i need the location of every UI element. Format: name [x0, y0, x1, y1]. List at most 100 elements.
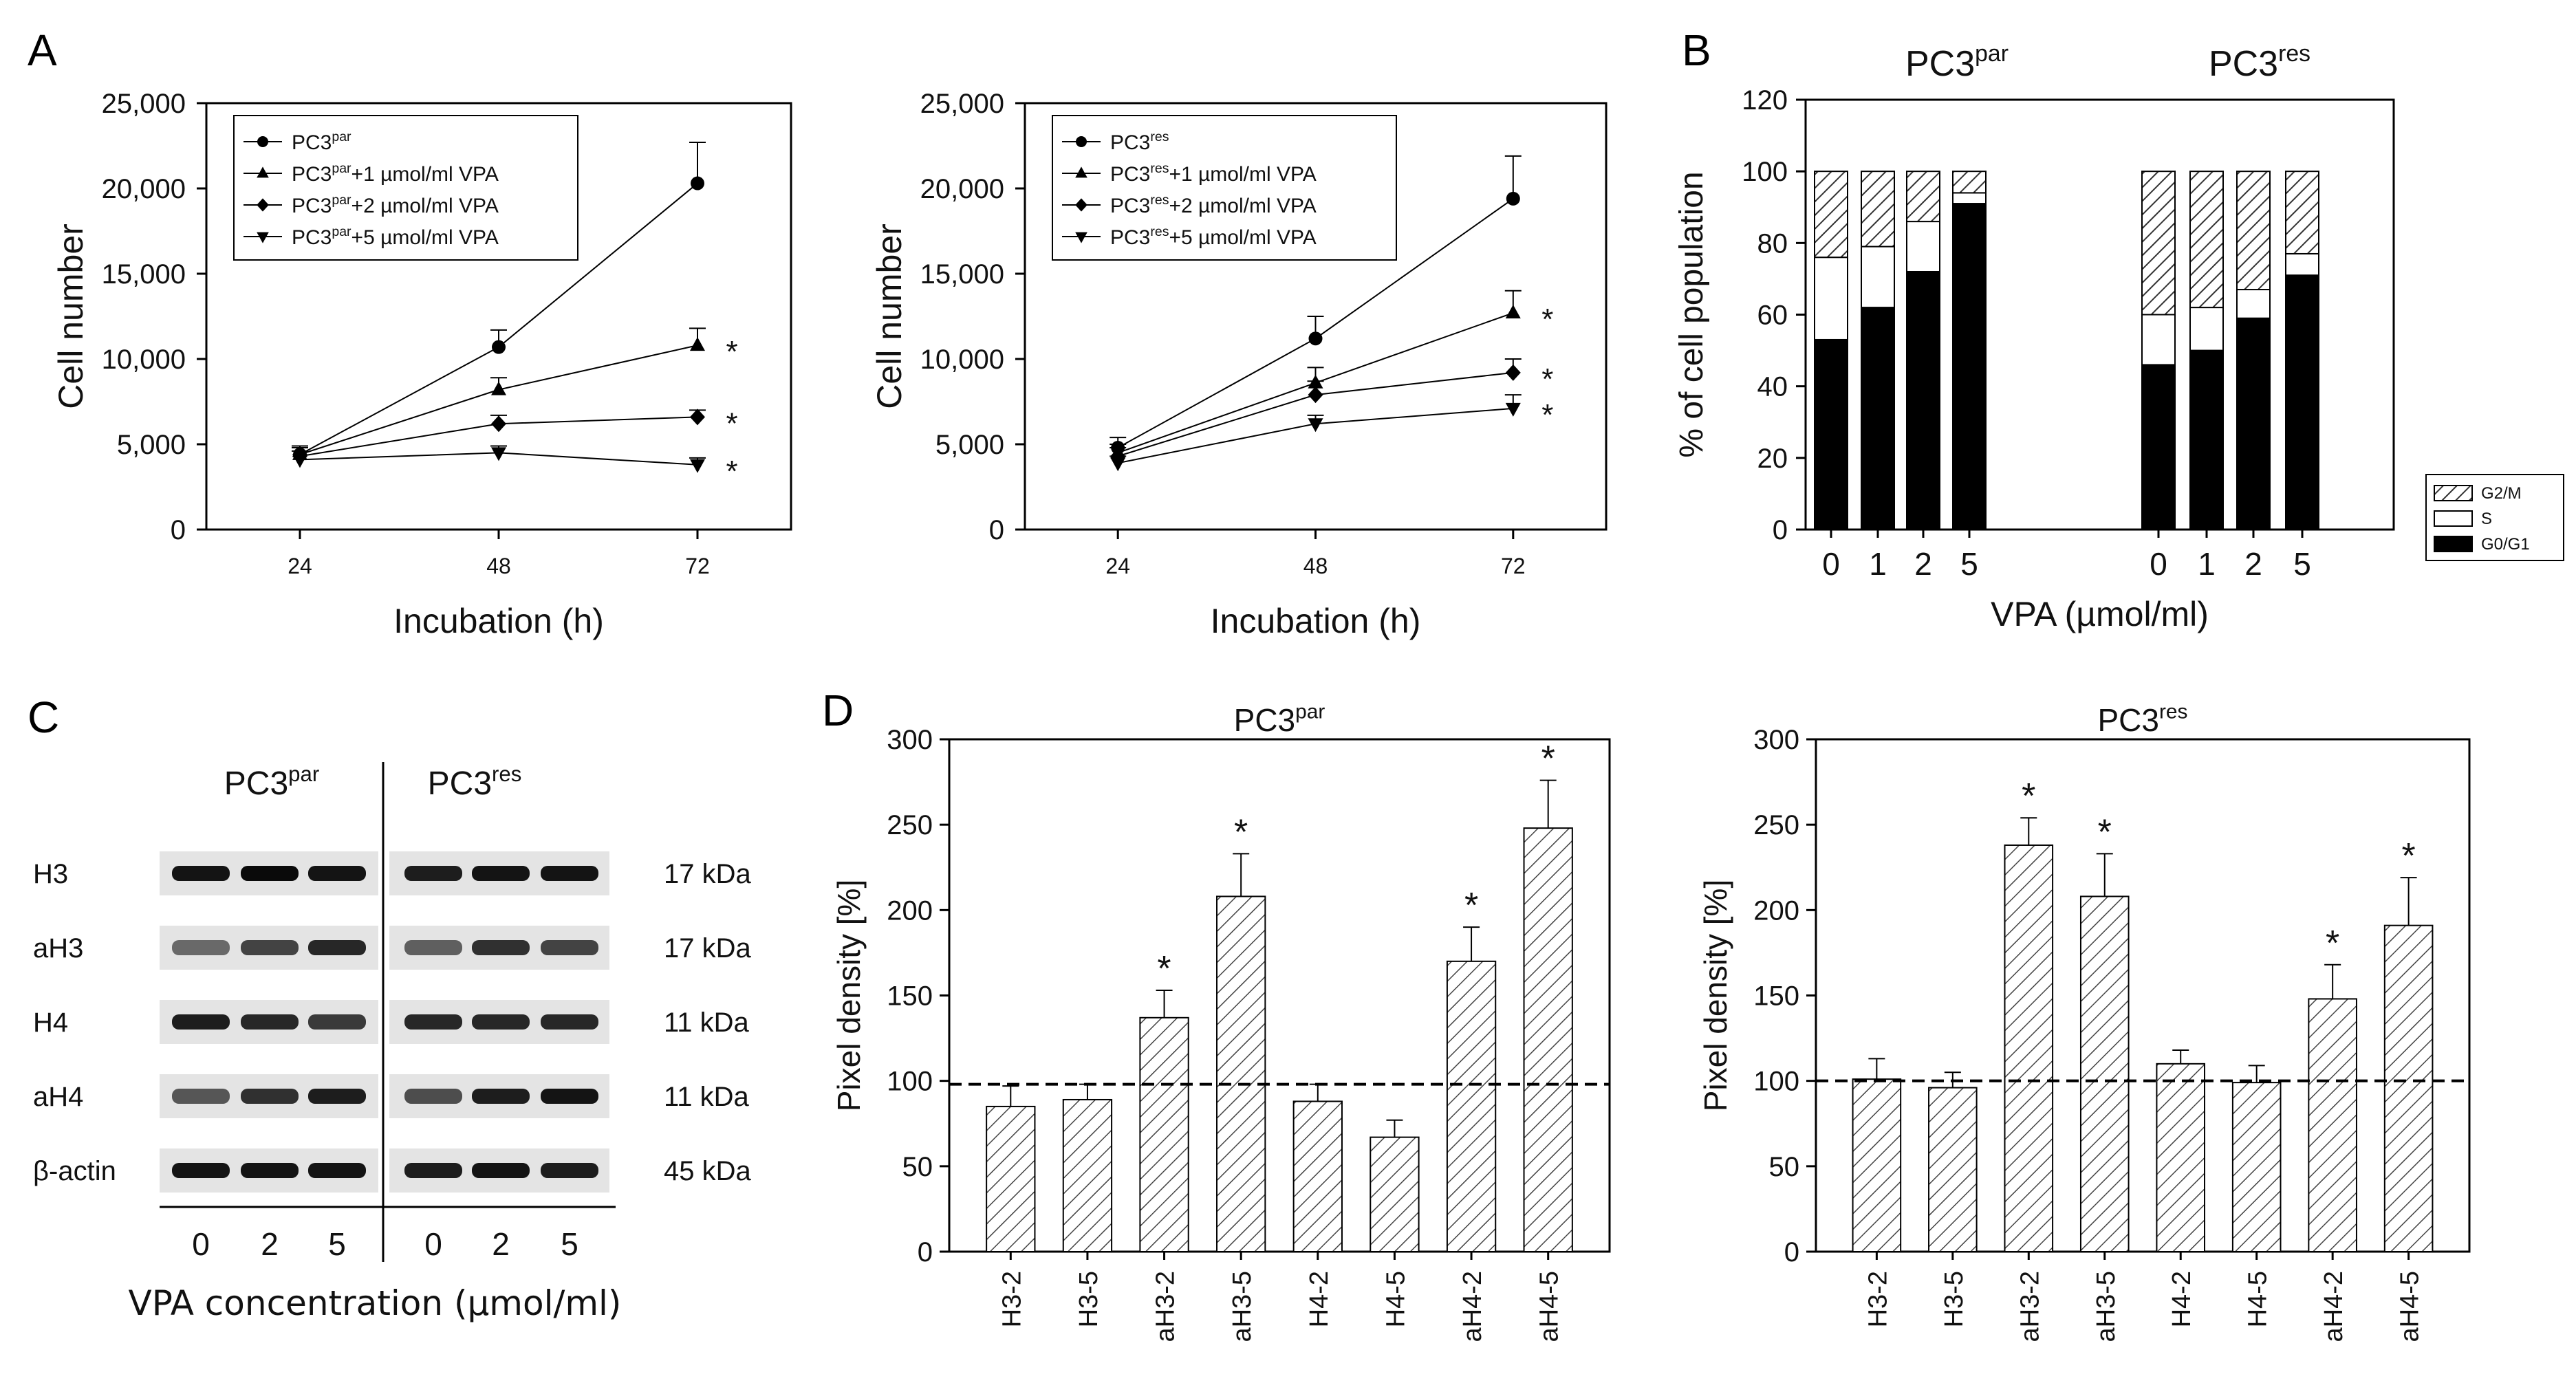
bar-segment-s: [1814, 257, 1848, 340]
legend-box: [233, 115, 578, 261]
y-tick-label: 0: [989, 515, 1004, 545]
blot-row-label: β-actin: [33, 1156, 116, 1186]
x-tick-label: aH4-2: [1458, 1271, 1487, 1342]
bar: [1523, 827, 1573, 1252]
blot-band: [172, 940, 230, 955]
y-tick-label: 40: [1757, 372, 1788, 402]
y-tick-label: 200: [1753, 895, 1799, 926]
blot-band: [308, 866, 366, 881]
blot-kda-label: 11 kDa: [664, 1082, 750, 1112]
blot-band: [308, 940, 366, 955]
blot-kda-label: 17 kDa: [664, 859, 751, 889]
bar-segment-g0-g1: [1861, 307, 1895, 530]
blot-lane-label: 5: [328, 1226, 346, 1262]
x-tick-label: 48: [486, 554, 511, 578]
bar-segment-g2-m: [1861, 171, 1895, 248]
chart-d2-pixel-density-res: 0 50 100 150 200 250 300 H3-2 H3-5 * aH3-2 * aH3-5 H4…: [1698, 701, 2471, 1342]
significance-mark: *: [726, 406, 737, 440]
y-tick-label: 120: [1742, 85, 1788, 116]
bar-segment-s: [1861, 246, 1895, 309]
data-point: [690, 409, 705, 426]
legend-label-base: PC3: [1110, 163, 1150, 186]
bar-segment-g2-m: [2285, 171, 2319, 254]
chart-title-base: PC3: [1234, 702, 1295, 738]
x-tick-label: H4-5: [2244, 1271, 2273, 1327]
blot-title-res-sup: res: [492, 762, 521, 786]
data-point: [492, 340, 506, 354]
y-tick-label: 25,000: [920, 89, 1004, 119]
blot-band: [241, 866, 299, 881]
legend-label-base: PC3: [292, 226, 332, 249]
blot-band: [541, 1089, 598, 1104]
x-tick-label: 1: [2198, 546, 2216, 582]
blot-kda-label: 45 kDa: [664, 1156, 751, 1186]
x-tick-label: 24: [1105, 554, 1130, 578]
legend-label-suffix: +1 µmol/ml VPA: [351, 163, 499, 186]
significance-mark: *: [1541, 398, 1553, 432]
data-point: [1506, 191, 1520, 206]
series-3: *: [1110, 394, 1553, 472]
legend-label-sup: res: [1150, 193, 1169, 208]
legend-marker: [1075, 198, 1087, 212]
significance-mark: *: [1464, 886, 1478, 926]
y-tick-label: 150: [1753, 981, 1799, 1012]
bar: [1370, 1136, 1420, 1253]
x-tick-label: aH3-5: [2092, 1271, 2121, 1342]
legend-label-base: PC3: [292, 163, 332, 186]
blot-band: [404, 1014, 462, 1030]
y-tick-label: 250: [1753, 810, 1799, 840]
significance-mark: *: [1541, 303, 1553, 336]
x-tick-label: 48: [1303, 554, 1328, 578]
chart-d1-pixel-density-par: 0 50 100 150 200 250 300 H3-2 H3-5 * aH3-2 * aH3-5 H4…: [831, 701, 1611, 1342]
chart-title: PC3res: [2097, 701, 2187, 738]
significance-mark: *: [1234, 812, 1248, 852]
y-tick-label: 60: [1757, 301, 1788, 331]
blot-title-par-base: PC3: [224, 765, 288, 802]
legend-label-base: PC3: [292, 131, 332, 154]
blot-lane-label: 0: [192, 1226, 210, 1262]
group-title-par: PC3par: [1905, 41, 2009, 84]
bar: [1446, 960, 1497, 1253]
x-tick-label: H4-2: [2167, 1271, 2196, 1327]
legend-label: PC3par+5 µmol/ml VPA: [292, 224, 499, 249]
bar-segment-s: [1906, 221, 1940, 273]
y-tick-label: 100: [1753, 1067, 1799, 1097]
bar: [1292, 1100, 1343, 1253]
significance-mark: *: [1541, 739, 1555, 779]
legend-box: [1052, 115, 1397, 261]
x-tick-label: 0: [2150, 546, 2167, 582]
blot-band: [541, 1014, 598, 1030]
bar: [2079, 895, 2130, 1252]
x-tick-label: aH4-5: [1535, 1271, 1564, 1342]
data-point: [1110, 457, 1126, 472]
blot-band: [541, 866, 598, 881]
data-point: [690, 459, 705, 473]
y-tick-label: 100: [887, 1067, 933, 1097]
y-axis-label: Pixel density [%]: [831, 880, 867, 1111]
data-point: [1505, 305, 1521, 319]
x-axis-label: VPA (µmol/ml): [1991, 595, 2209, 633]
legend-label: S: [2481, 510, 2492, 528]
bar: [2156, 1063, 2206, 1253]
series-3: *: [292, 445, 738, 488]
blot-title-par-sup: par: [288, 762, 319, 786]
x-tick-label: aH4-5: [2396, 1271, 2425, 1342]
legend-swatch: [2434, 510, 2473, 527]
bar-segment-s: [1952, 192, 1987, 205]
y-axis-label: % of cell population: [1674, 171, 1710, 457]
bar: [2004, 844, 2054, 1252]
blot-band: [404, 1163, 462, 1178]
blot-band: [404, 866, 462, 881]
legend-label-sup: res: [1150, 224, 1169, 239]
chart-a2-growth-res: 0 5,000 10,000 15,000 20,000 25,000 24 48 72 Incu…: [870, 89, 1608, 640]
x-tick-label: H4-2: [1305, 1271, 1334, 1327]
bar-segment-g2-m: [1906, 171, 1940, 223]
bar-segment-s: [2141, 314, 2176, 366]
legend-label-base: PC3: [1110, 131, 1150, 154]
x-tick-label: 1: [1869, 546, 1887, 582]
y-tick-label: 25,000: [102, 89, 186, 119]
blot-band: [404, 1089, 462, 1104]
legend-label-suffix: +2 µmol/ml VPA: [1169, 195, 1316, 217]
x-tick-label: aH3-2: [1151, 1271, 1180, 1342]
blot-band: [472, 1089, 530, 1104]
